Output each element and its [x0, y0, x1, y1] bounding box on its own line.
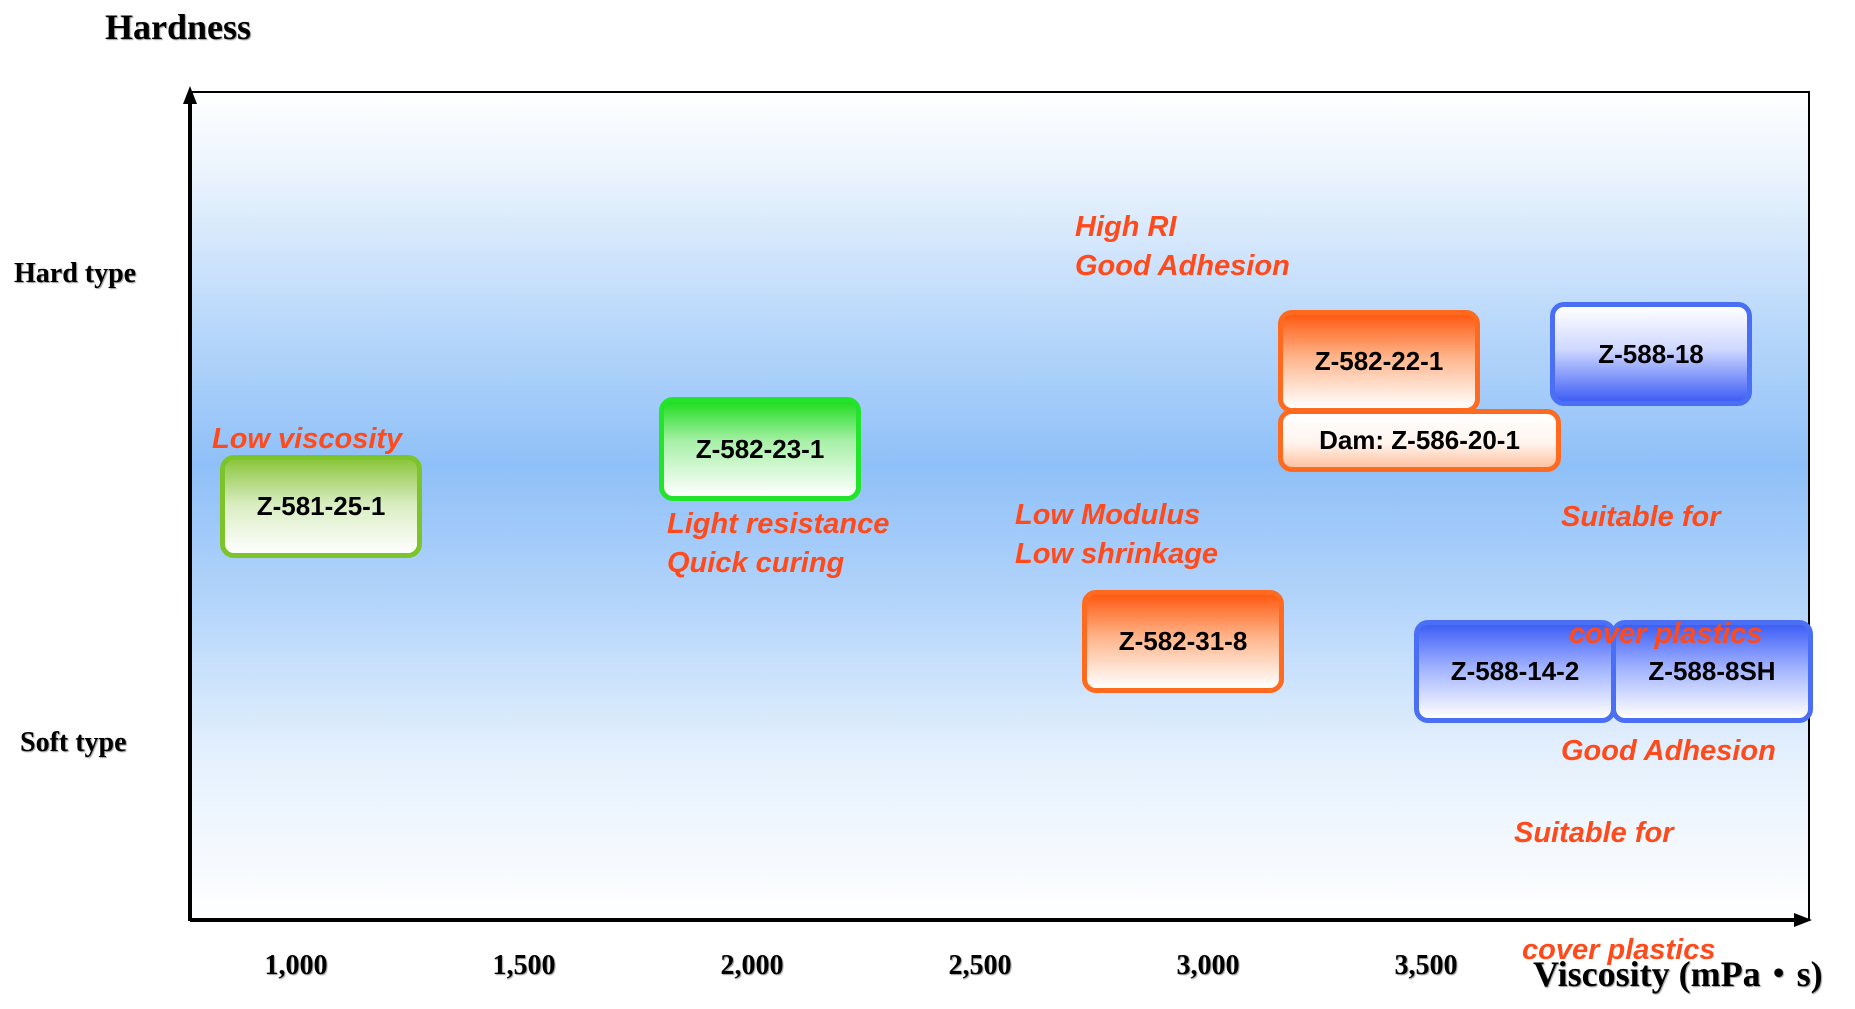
product-box-z-588-8sh: Z-588-8SH [1611, 620, 1813, 723]
product-box-z-581-25-1: Z-581-25-1 [220, 455, 422, 558]
x-tick-label: 2,500 [948, 950, 1012, 981]
annotation-cover-plastics: Suitable for cover plastics [1514, 817, 1716, 966]
product-box-z-582-31-8: Z-582-31-8 [1082, 590, 1284, 693]
x-tick-label: 1,000 [264, 950, 328, 981]
product-box-dam-z-586-20-1: Dam: Z-586-20-1 [1278, 409, 1561, 472]
y-label-soft-type: Soft type [20, 727, 127, 758]
annotation-high-ri: High RI Good Adhesion [1075, 211, 1290, 282]
y-label-hard-type: Hard type [14, 258, 137, 289]
product-box-z-582-23-1: Z-582-23-1 [659, 397, 861, 501]
product-box-z-588-18: Z-588-18 [1550, 302, 1752, 406]
annotation-light-resistance: Light resistance Quick curing [667, 508, 890, 579]
x-tick-label: 1,500 [492, 950, 556, 981]
annotation-low-viscosity: Low viscosity [212, 423, 403, 455]
y-axis-title: Hardness [105, 7, 252, 47]
plot-area [188, 91, 1810, 921]
x-tick-label: 3,000 [1176, 950, 1240, 981]
x-tick-label: 3,500 [1394, 950, 1458, 981]
x-tick-label: 2,000 [720, 950, 784, 981]
annotation-cover-plastics-adhesion: Suitable for cover plastics Good Adhesio… [1561, 501, 1776, 767]
annotation-low-modulus: Low Modulus Low shrinkage [1015, 499, 1219, 570]
product-box-z-588-14-2: Z-588-14-2 [1414, 620, 1616, 723]
product-box-z-582-22-1: Z-582-22-1 [1278, 310, 1480, 413]
